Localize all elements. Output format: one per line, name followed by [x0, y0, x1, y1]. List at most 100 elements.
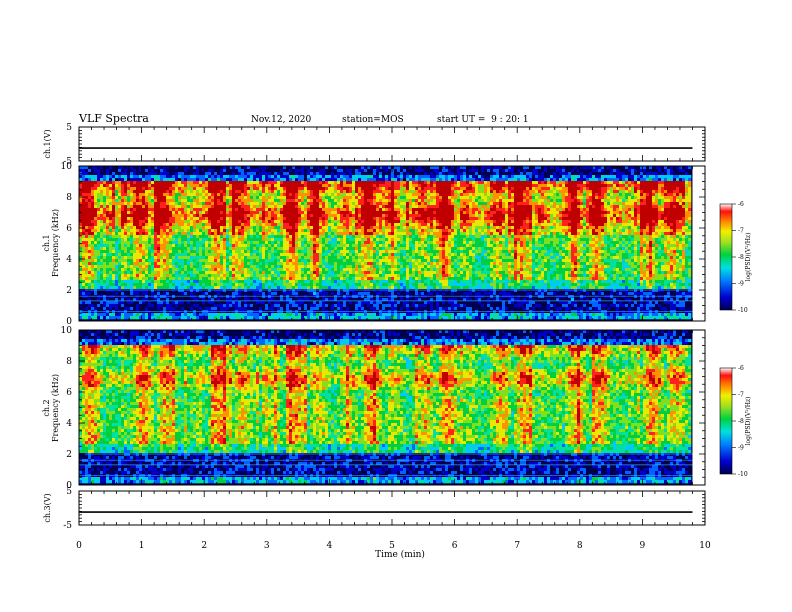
spectrogram-cell: [109, 295, 113, 299]
spectrogram-cell: [190, 313, 194, 317]
spectrogram-cell: [193, 274, 197, 278]
spectrogram-cell: [145, 223, 149, 227]
spectrogram-cell: [166, 271, 170, 275]
spectrogram-cell: [292, 223, 296, 227]
spectrogram-cell: [247, 211, 251, 215]
spectrogram-cell: [130, 307, 134, 311]
spectrogram-cell: [184, 232, 188, 236]
spectrogram-cell: [253, 220, 257, 224]
spectrogram-cell: [313, 193, 317, 197]
spectrogram-cell: [316, 208, 320, 212]
spectrogram-cell: [343, 280, 347, 284]
spectrogram-cell: [148, 292, 152, 296]
spectrogram-cell: [130, 304, 134, 308]
spectrogram-cell: [247, 172, 251, 176]
spectrogram-cell: [103, 181, 107, 185]
spectrogram-cell: [235, 211, 239, 215]
spectrogram-cell: [355, 286, 359, 290]
spectrogram-cell: [328, 187, 332, 191]
spectrogram-cell: [199, 223, 203, 227]
spectrogram-cell: [358, 184, 362, 188]
spectrogram-cell: [262, 235, 266, 239]
spectrogram-cell: [217, 253, 221, 257]
spectrogram-cell: [97, 250, 101, 254]
spectrogram-cell: [229, 277, 233, 281]
spectrogram-cell: [124, 193, 128, 197]
spectrogram-cell: [274, 229, 278, 233]
spectrogram-cell: [142, 265, 146, 269]
spectrogram-cell: [145, 250, 149, 254]
spectrogram-cell: [307, 268, 311, 272]
spectrogram-cell: [274, 181, 278, 185]
spectrogram-cell: [184, 307, 188, 311]
spectrogram-cell: [202, 253, 206, 257]
spectrogram-cell: [220, 235, 224, 239]
spectrogram-cell: [181, 253, 185, 257]
spectrogram-cell: [355, 223, 359, 227]
spectrogram-cell: [148, 247, 152, 251]
spectrogram-cell: [166, 256, 170, 260]
spectrogram-cell: [187, 205, 191, 209]
spectrogram-cell: [154, 199, 158, 203]
spectrogram-cell: [262, 202, 266, 206]
spectrogram-cell: [295, 250, 299, 254]
spectrogram-cell: [286, 175, 290, 179]
spectrogram-cell: [205, 193, 209, 197]
spectrogram-cell: [298, 238, 302, 242]
spectrogram-cell: [136, 250, 140, 254]
spectrogram-cell: [181, 280, 185, 284]
spectrogram-cell: [208, 184, 212, 188]
spectrogram-cell: [343, 316, 347, 320]
spectrogram-cell: [286, 184, 290, 188]
spectrogram-cell: [337, 169, 341, 173]
spectrogram-cell: [313, 184, 317, 188]
spectrogram-cell: [361, 262, 365, 266]
spectrogram-cell: [124, 187, 128, 191]
spectrogram-cell: [121, 244, 125, 248]
spectrogram-cell: [103, 238, 107, 242]
spectrogram-cell: [118, 304, 122, 308]
spectrogram-cell: [340, 238, 344, 242]
spectrogram-cell: [283, 313, 287, 317]
spectrogram-cell: [85, 235, 89, 239]
spectrogram-cell: [121, 202, 125, 206]
spectrogram-cell: [169, 223, 173, 227]
spectrogram-cell: [112, 301, 116, 305]
spectrogram-cell: [187, 178, 191, 182]
spectrogram-cell: [364, 289, 368, 293]
spectrogram-cell: [289, 283, 293, 287]
spectrogram-cell: [208, 193, 212, 197]
spectrogram-cell: [115, 181, 119, 185]
spectrogram-cell: [346, 178, 350, 182]
spectrogram-cell: [181, 166, 185, 170]
spectrogram-cell: [343, 190, 347, 194]
spectrogram-cell: [196, 295, 200, 299]
spectrogram-cell: [304, 202, 308, 206]
spectrogram-cell: [190, 265, 194, 269]
spectrogram-cell: [334, 238, 338, 242]
spectrogram-cell: [286, 193, 290, 197]
spectrogram-cell: [271, 208, 275, 212]
spectrogram-cell: [211, 199, 215, 203]
spectrogram-cell: [319, 259, 323, 263]
spectrogram-cell: [106, 292, 110, 296]
spectrogram-cell: [271, 202, 275, 206]
spectrogram-cell: [322, 175, 326, 179]
spectrogram-cell: [334, 277, 338, 281]
spectrogram-cell: [118, 313, 122, 317]
spectrogram-cell: [292, 226, 296, 230]
spectrogram-cell: [268, 226, 272, 230]
spectrogram-cell: [202, 304, 206, 308]
spectrogram-cell: [304, 316, 308, 320]
spectrogram-cell: [334, 274, 338, 278]
spectrogram-cell: [187, 211, 191, 215]
spectrogram-cell: [109, 178, 113, 182]
spectrogram-cell: [79, 274, 83, 278]
spectrogram-cell: [139, 313, 143, 317]
spectrogram-cell: [163, 235, 167, 239]
spectrogram-cell: [127, 244, 131, 248]
spectrogram-cell: [241, 313, 245, 317]
spectrogram-cell: [112, 241, 116, 245]
spectrogram-cell: [370, 250, 374, 254]
spectrogram-cell: [331, 304, 335, 308]
